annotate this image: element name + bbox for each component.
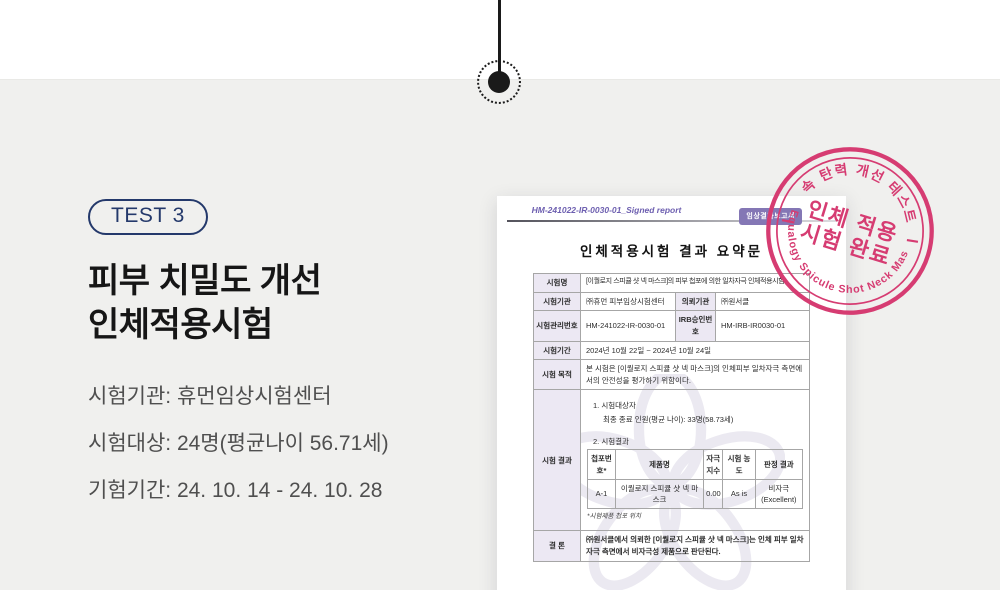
pin-line [498,0,501,74]
column-header: 자극 지수 [703,449,724,480]
detail-period: 기험기간: 24. 10. 14 - 24. 10. 28 [88,479,383,502]
field-value: HM-241022-IR-0030-01 [580,310,676,342]
field-value: ㈜원서클에서 의뢰한 [이퀄로지 스피큘 샷 넥 마스크]는 인체 피부 일차자… [580,530,810,562]
detail-institution: 시험기관: 휴먼임상시험센터 [88,385,332,408]
result-cell: 1. 시험대상자 최종 종료 인원(평균 나이): 33명(58.73세) 2.… [580,389,810,532]
field-value: [이퀄로지 스피큘 샷 넥 마스크]의 피부 첩포에 의한 일차자극 인체적용시… [580,273,810,293]
field-value: 본 시험은 [이퀄로지 스피큘 샷 넥 마스크]의 인체피부 일차자극 측면에서… [580,359,810,391]
table-row: 시험관리번호 HM-241022-IR-0030-01 IRB승인번호 HM-I… [533,310,810,342]
page-title-line1: 피부 치밀도 개선 [88,262,322,300]
field-label: 의뢰기관 [675,291,716,312]
column-header: 첩포번호* [587,449,616,480]
stamp-outer-ring-icon [766,147,934,315]
field-label: 결 론 [533,530,581,562]
result-item-2: 2. 시험결과 [593,436,629,446]
column-header: 시험 농도 [722,449,756,480]
field-label: 시험 결과 [533,389,581,532]
result-item-1-detail: 최종 종료 인원(평균 나이): 33명(58.73세) [603,415,734,424]
test-number-badge: TEST 3 [88,199,208,235]
field-value: HM-IRB-IR0030-01 [715,310,810,342]
stamp-inner-ring-icon [776,157,924,305]
report-summary-table: 시험명 [이퀄로지 스피큘 샷 넥 마스크]의 피부 첩포에 의한 일차자극 인… [533,273,810,562]
report-title: 인체적용시험 결과 요약문 [579,244,764,259]
table-row: A-1 이퀄로지 스피큘 샷 넥 마스크 0.00 As is 비자극 (Exc… [587,478,804,510]
field-label: IRB승인번호 [675,310,716,342]
header-divider [507,220,836,222]
table-row: 시험 목적 본 시험은 [이퀄로지 스피큘 샷 넥 마스크]의 인체피부 일차자… [533,359,810,391]
table-row: 시험기간 2024년 10월 22일 ~ 2024년 10월 24일 [533,340,810,361]
column-header: 제품명 [614,449,705,480]
column-header: 판정 결과 [754,449,804,480]
field-label: 시험기간 [533,340,581,361]
table-row: 시험기관 ㈜휴먼 피부임상시험센터 의뢰기관 ㈜원서클 [533,291,810,312]
table-row: 시험 결과 1. 시험대상자 최종 종료 인원(평균 나이): 33명(58.7… [533,389,810,532]
report-file-label: HM-241022-IR-0030-01_Signed report [531,205,682,215]
page-title-line2: 인체적용시험 [88,306,273,344]
table-row: 결 론 ㈜원서클에서 의뢰한 [이퀄로지 스피큘 샷 넥 마스크]는 인체 피부… [533,530,810,562]
detail-subjects: 시험대상: 24명(평균나이 56.71세) [88,432,389,455]
cell-concentration: As is [722,478,756,510]
cell-index: 0.00 [703,478,724,510]
field-label: 시험기관 [533,291,581,312]
field-label: 시험명 [533,273,581,293]
field-label: 시험 목적 [533,359,581,391]
hero-section: TEST 3 피부 치밀도 개선 인체적용시험 시험기관: 휴먼임상시험센터 시… [88,199,488,514]
field-label: 시험관리번호 [533,310,581,342]
table-row: 시험명 [이퀄로지 스피큘 샷 넥 마스크]의 피부 첩포에 의한 일차자극 인… [533,273,810,293]
stamp-side-dashes-icon [781,219,919,243]
result-item-1: 1. 시험대상자 [593,401,636,411]
cell-patch-no: A-1 [587,478,616,510]
cell-judgement: 비자극 (Excellent) [754,478,804,510]
field-value: 2024년 10월 22일 ~ 2024년 10월 24일 [580,340,810,361]
pin-dot-icon [488,71,510,93]
result-data-table: 첩포번호* 제품명 자극 지수 시험 농도 판정 결과 A-1 이퀄로지 스피큘… [587,449,804,510]
clinical-report-document: HM-241022-IR-0030-01_Signed report 임상결과보… [497,196,846,590]
table-header-row: 첩포번호* 제품명 자극 지수 시험 농도 판정 결과 [587,449,804,480]
cell-product: 이퀄로지 스피큘 샷 넥 마스크 [614,478,705,510]
pin-dotted-circle-icon [477,60,521,104]
field-value: ㈜휴먼 피부임상시험센터 [580,291,676,312]
test-details: 시험기관: 휴먼임상시험센터 시험대상: 24명(평균나이 56.71세) 기험… [88,373,488,514]
page-title: 피부 치밀도 개선 인체적용시험 [88,259,488,347]
table-footnote: *시험제품 첩포 위치 [587,513,641,521]
